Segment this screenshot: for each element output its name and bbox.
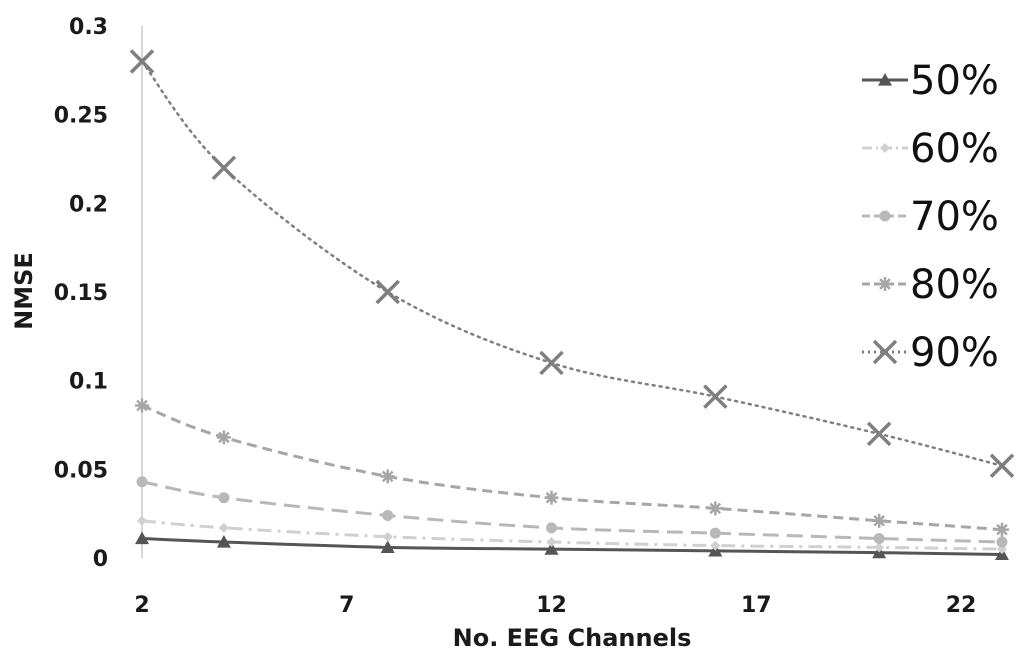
data-point [989, 453, 1015, 479]
data-point [216, 535, 231, 548]
y-tick-labels: 0 0.05 0.1 0.15 0.2 0.25 0.3 [54, 15, 108, 572]
y-axis-title: NMSE [10, 252, 38, 330]
y-tick-label: 0.3 [69, 15, 108, 40]
x-tick-label: 17 [741, 593, 772, 618]
data-point [218, 522, 229, 533]
data-point [136, 476, 148, 488]
series-60pct [137, 515, 1007, 555]
data-point [539, 350, 564, 376]
data-point [375, 279, 400, 305]
data-point [382, 509, 394, 521]
x-axis-title: No. EEG Channels [453, 624, 692, 652]
legend-item: 60% [862, 126, 999, 172]
y-tick-label: 0.1 [69, 370, 108, 395]
legend-item: 80% [862, 262, 999, 308]
legend-label: 50% [910, 58, 999, 104]
y-tick-label: 0.25 [54, 104, 108, 129]
data-point [996, 536, 1008, 548]
legend-marker [878, 73, 892, 86]
data-point [380, 469, 395, 484]
data-point [135, 531, 149, 545]
data-point [211, 155, 237, 181]
data-point [866, 421, 892, 447]
series-line [141, 404, 1003, 532]
legend-item: 50% [862, 58, 999, 104]
data-point [129, 49, 155, 74]
legend-item: 90% [862, 330, 999, 376]
data-point [874, 542, 885, 553]
data-point [216, 430, 231, 445]
data-point [544, 542, 559, 555]
data-point [710, 540, 721, 551]
legend-marker [872, 339, 898, 365]
y-tick-label: 0.2 [69, 192, 108, 217]
x-tick-label: 7 [339, 593, 354, 618]
legend-marker [880, 143, 890, 153]
data-point [546, 537, 557, 548]
data-point [137, 515, 147, 526]
data-point [380, 540, 395, 553]
data-point [708, 501, 723, 516]
data-point [135, 398, 149, 413]
legend-label: 70% [910, 194, 999, 240]
legend-marker [878, 277, 892, 291]
data-point [709, 527, 721, 539]
legend-label: 80% [910, 262, 999, 308]
legend: 50% 60% 70% 80% 90% [862, 58, 999, 376]
x-tick-label: 22 [946, 593, 977, 618]
data-point [995, 522, 1009, 537]
x-tick-labels: 2 7 12 17 22 [134, 593, 976, 618]
data-point [218, 492, 230, 504]
y-tick-label: 0 [93, 547, 108, 572]
series-70pct [136, 476, 1008, 548]
y-tick-label: 0.15 [54, 281, 108, 306]
legend-item: 70% [862, 194, 999, 240]
series-80pct [135, 398, 1009, 537]
y-tick-label: 0.05 [54, 458, 108, 483]
data-point [546, 522, 558, 534]
data-point [872, 513, 887, 528]
legend-label: 60% [910, 126, 999, 172]
data-point [544, 490, 559, 505]
data-point [382, 531, 393, 542]
legend-label: 90% [910, 330, 999, 376]
series-90pct [129, 49, 1015, 479]
x-tick-label: 2 [134, 593, 149, 618]
series-layer [129, 49, 1015, 561]
series-line [140, 60, 1004, 468]
x-tick-label: 12 [536, 593, 567, 618]
data-point [703, 384, 728, 409]
series-line [141, 480, 1003, 544]
data-point [873, 532, 885, 544]
legend-marker [879, 210, 891, 222]
